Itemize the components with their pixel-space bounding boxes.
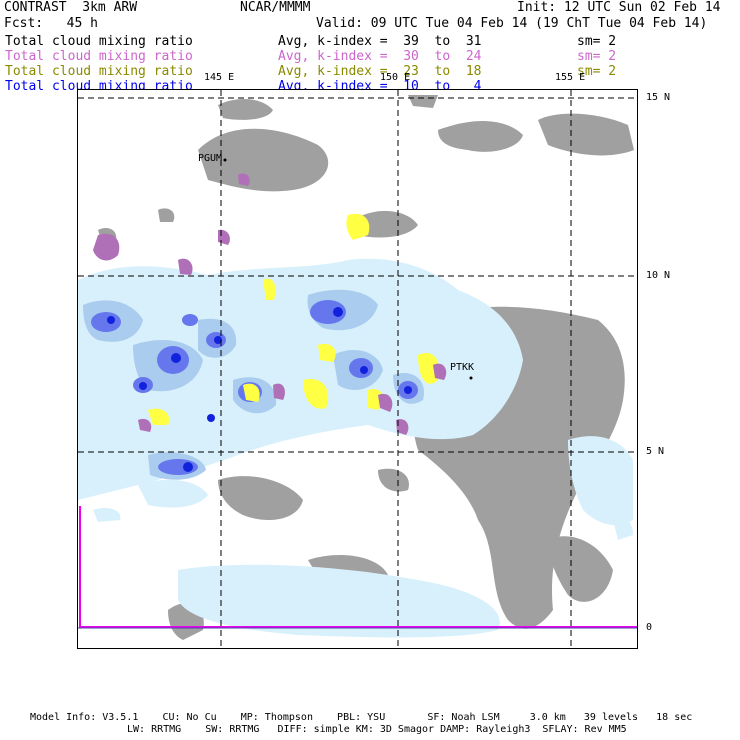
- field-2-sm: sm= 2: [577, 49, 617, 64]
- station-pgum-label: PGUM: [198, 153, 223, 164]
- lat-label-5n: 5 N: [646, 446, 665, 457]
- cloud-map: [78, 90, 637, 648]
- lon-label-145: 145 E: [204, 72, 235, 83]
- yellow-cloud-layer: [148, 213, 440, 425]
- map-panel: PGUM PTKK: [77, 89, 638, 649]
- field-1-name: Total cloud mixing ratio: [5, 34, 193, 49]
- lat-label-10n: 10 N: [646, 270, 671, 281]
- init-time: Init: 12 UTC Sun 02 Feb 14: [517, 0, 721, 15]
- field-1-avg: Avg, k-index = 39 to 31: [278, 34, 482, 49]
- lat-label-0: 0: [646, 622, 653, 633]
- station-ptkk-label: PTKK: [450, 362, 475, 373]
- field-3-name: Total cloud mixing ratio: [5, 64, 193, 79]
- field-3-sm: sm= 2: [577, 64, 617, 79]
- station-ptkk-marker: [469, 376, 473, 380]
- model-title: CONTRAST 3km ARW: [4, 0, 138, 15]
- lat-label-15n: 15 N: [646, 92, 671, 103]
- field-2-name: Total cloud mixing ratio: [5, 49, 193, 64]
- lon-label-155: 155 E: [555, 72, 586, 83]
- domain-boundary: [79, 506, 637, 628]
- model-info-line2: LW: RRTMG SW: RRTMG DIFF: simple KM: 3D …: [127, 724, 627, 735]
- center-name: NCAR/MMMM: [240, 0, 311, 15]
- station-pgum-marker: [223, 158, 227, 162]
- valid-time: Valid: 09 UTC Tue 04 Feb 14 (19 ChT Tue …: [316, 16, 708, 31]
- field-2-avg: Avg, k-index = 30 to 24: [278, 49, 482, 64]
- grid-lines: [78, 90, 637, 648]
- field-1-sm: sm= 2: [577, 34, 617, 49]
- field-3-avg: Avg, k-index = 23 to 18: [278, 64, 482, 79]
- forecast-hour: Fcst: 45 h: [4, 16, 98, 31]
- model-info-line1: Model Info: V3.5.1 CU: No Cu MP: Thompso…: [30, 712, 693, 723]
- purple-cloud-layer: [93, 173, 447, 435]
- lon-label-150: 150 E: [380, 72, 411, 83]
